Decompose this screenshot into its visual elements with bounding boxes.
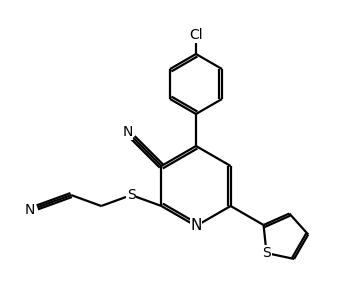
- Text: N: N: [25, 203, 35, 217]
- Text: S: S: [262, 246, 271, 260]
- Text: N: N: [190, 219, 202, 233]
- Text: Cl: Cl: [189, 28, 203, 42]
- Text: N: N: [122, 125, 133, 139]
- Text: S: S: [127, 188, 136, 202]
